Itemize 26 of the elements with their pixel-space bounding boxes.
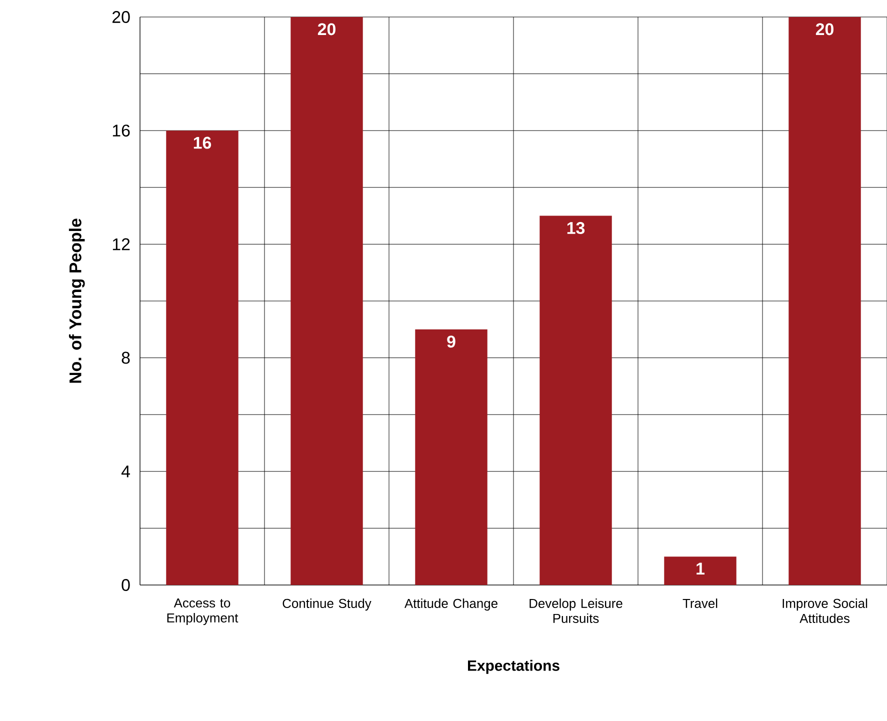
y-tick-label: 12 (112, 238, 130, 250)
x-tick-label: Access to Employment (167, 598, 238, 626)
x-tick-label: Continue Study (282, 598, 372, 611)
x-tick-label: Attitude Change (404, 598, 498, 611)
bar (540, 216, 612, 585)
data-label: 20 (816, 23, 834, 36)
data-label: 16 (194, 136, 212, 149)
data-label: 1 (696, 562, 704, 574)
y-tick-label: 16 (112, 124, 130, 137)
bar (788, 16, 861, 585)
y-axis-title: No. of Young People (68, 218, 85, 383)
x-tick-label: Travel (682, 598, 718, 608)
x-tick-label: Improve Social Attitudes (782, 598, 868, 623)
y-tick-label: 4 (121, 466, 130, 478)
x-axis-title: Expectations (468, 660, 560, 674)
bar (664, 556, 736, 585)
data-label: 9 (447, 336, 456, 348)
bar (415, 329, 488, 585)
y-tick-label: 0 (122, 579, 130, 591)
y-tick-label: 20 (112, 10, 130, 23)
data-label: 20 (318, 23, 336, 36)
data-label: 13 (567, 222, 585, 234)
x-tick-label: Develop Leisure Pursuits (530, 598, 622, 623)
y-tick-label: 8 (122, 352, 130, 364)
bar (166, 130, 238, 585)
bar (290, 16, 363, 585)
